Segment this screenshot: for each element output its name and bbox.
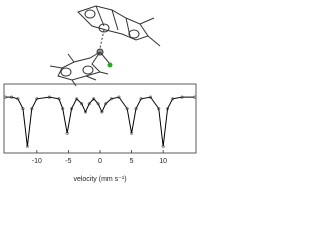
data-point xyxy=(96,102,100,106)
data-point xyxy=(134,107,138,111)
figure: velocity (mm s⁻¹) -10 -5 0 5 10 xyxy=(3,5,197,183)
fit-line xyxy=(5,96,195,147)
data-point xyxy=(125,107,129,111)
molecule-structure xyxy=(49,5,161,87)
plot-frame xyxy=(3,83,197,154)
data-point xyxy=(193,95,197,99)
data-point xyxy=(16,97,20,101)
ring-upper xyxy=(77,5,149,41)
data-point xyxy=(161,144,165,148)
atom xyxy=(82,65,94,75)
data-point xyxy=(10,95,14,99)
data-point xyxy=(100,110,104,114)
atom xyxy=(60,67,72,77)
data-point xyxy=(80,102,84,106)
atom xyxy=(128,29,140,39)
data-point xyxy=(130,131,134,135)
ring-lower xyxy=(57,51,101,81)
x-tick-label: -10 xyxy=(32,158,42,165)
bonds-lower xyxy=(49,53,109,87)
data-point xyxy=(87,102,91,106)
data-point xyxy=(171,97,175,101)
bond-dashed xyxy=(99,29,105,49)
data-point xyxy=(180,95,184,99)
data-point xyxy=(30,107,34,111)
x-tick-label: -5 xyxy=(65,158,71,165)
data-point xyxy=(3,95,7,99)
atom-cl xyxy=(107,62,113,68)
data-point xyxy=(21,107,25,111)
data-point xyxy=(166,107,170,111)
data-point xyxy=(47,95,52,99)
atom xyxy=(84,9,96,19)
data-point xyxy=(75,97,79,101)
bond xyxy=(99,51,111,65)
data-point xyxy=(25,144,29,148)
data-point xyxy=(65,131,69,135)
data-point xyxy=(92,97,96,101)
x-axis-label: velocity (mm s⁻¹) xyxy=(73,176,126,183)
data-point xyxy=(139,97,143,101)
data-point xyxy=(104,102,108,106)
data-point xyxy=(109,97,113,101)
x-tick-label: 5 xyxy=(130,158,134,165)
data-point xyxy=(57,97,61,101)
data-point xyxy=(70,107,74,111)
data-point xyxy=(117,95,121,99)
x-tick-label: 0 xyxy=(98,158,102,165)
data-point xyxy=(157,107,161,111)
data-point xyxy=(35,97,39,101)
data-point xyxy=(148,95,153,99)
bonds-upper xyxy=(95,5,161,47)
data-point xyxy=(61,107,65,111)
data-point xyxy=(83,110,88,114)
x-tick-label: 10 xyxy=(159,158,167,165)
